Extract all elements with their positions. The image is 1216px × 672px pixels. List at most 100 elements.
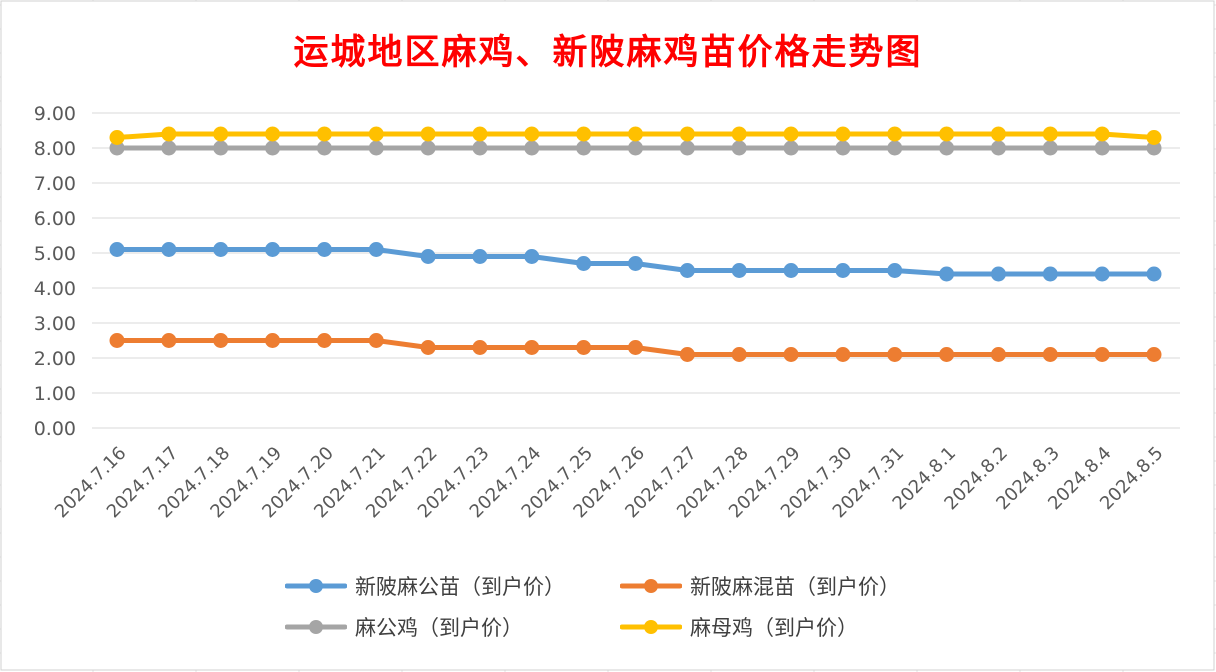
data-point[interactable] xyxy=(265,333,281,348)
data-point[interactable] xyxy=(368,140,384,156)
y-tick-label: 9.00 xyxy=(34,103,76,125)
data-point[interactable] xyxy=(420,340,436,355)
data-point[interactable] xyxy=(576,256,592,271)
data-point[interactable] xyxy=(990,347,1006,362)
data-point[interactable] xyxy=(731,347,747,362)
data-point[interactable] xyxy=(679,126,695,142)
legend-swatch-series-1 xyxy=(285,579,347,593)
data-point[interactable] xyxy=(990,126,1006,142)
data-point[interactable] xyxy=(731,263,747,278)
x-axis-tick-labels: 2024.7.162024.7.172024.7.182024.7.192024… xyxy=(51,443,1168,523)
data-point[interactable] xyxy=(576,126,592,142)
legend-label-series-4: 麻母鸡（到户价） xyxy=(690,616,858,640)
data-point[interactable] xyxy=(524,249,540,264)
data-point[interactable] xyxy=(265,242,281,257)
data-point[interactable] xyxy=(1094,266,1110,282)
data-point[interactable] xyxy=(420,249,436,264)
data-point[interactable] xyxy=(990,266,1006,282)
data-point[interactable] xyxy=(524,140,540,156)
data-point[interactable] xyxy=(109,333,125,348)
data-point[interactable] xyxy=(368,242,384,257)
data-point[interactable] xyxy=(368,126,384,142)
data-point[interactable] xyxy=(628,256,643,271)
data-point[interactable] xyxy=(835,263,851,278)
data-point[interactable] xyxy=(939,347,955,362)
data-point[interactable] xyxy=(213,242,229,257)
data-point[interactable] xyxy=(628,340,643,355)
data-point[interactable] xyxy=(731,140,747,156)
data-point[interactable] xyxy=(679,347,695,362)
data-point[interactable] xyxy=(472,126,488,142)
data-point[interactable] xyxy=(990,140,1006,156)
data-point[interactable] xyxy=(576,340,592,355)
data-point[interactable] xyxy=(1094,140,1110,156)
data-point[interactable] xyxy=(524,340,540,355)
chart-title: 运城地区麻鸡、新陂麻鸡苗价格走势图 xyxy=(293,32,923,73)
y-tick-label: 7.00 xyxy=(34,173,76,195)
data-point[interactable] xyxy=(731,126,747,142)
data-point[interactable] xyxy=(161,140,177,156)
data-point[interactable] xyxy=(887,263,903,278)
data-point[interactable] xyxy=(887,140,903,156)
data-point[interactable] xyxy=(161,242,177,257)
data-point[interactable] xyxy=(783,347,799,362)
series-1 xyxy=(109,242,1162,282)
data-point[interactable] xyxy=(887,126,903,142)
data-point[interactable] xyxy=(783,126,799,142)
data-point[interactable] xyxy=(679,140,695,156)
data-point[interactable] xyxy=(1094,347,1110,362)
data-point[interactable] xyxy=(1042,266,1058,282)
data-point[interactable] xyxy=(316,242,332,257)
data-point[interactable] xyxy=(1042,126,1058,142)
data-point[interactable] xyxy=(1146,347,1162,362)
data-point[interactable] xyxy=(109,140,125,156)
data-point[interactable] xyxy=(939,140,955,156)
data-point[interactable] xyxy=(524,126,540,142)
data-point[interactable] xyxy=(1146,266,1162,282)
data-point[interactable] xyxy=(213,126,229,142)
data-point[interactable] xyxy=(316,140,332,156)
data-point[interactable] xyxy=(628,140,643,156)
data-point[interactable] xyxy=(472,140,488,156)
data-point[interactable] xyxy=(420,140,436,156)
data-point[interactable] xyxy=(161,333,177,348)
data-point[interactable] xyxy=(472,249,488,264)
y-tick-label: 3.00 xyxy=(34,313,76,335)
data-point[interactable] xyxy=(472,340,488,355)
data-point[interactable] xyxy=(576,140,592,156)
data-point[interactable] xyxy=(109,242,125,257)
legend-item-series-3[interactable]: 麻公鸡（到户价） xyxy=(285,612,523,642)
data-point[interactable] xyxy=(939,126,955,142)
data-point[interactable] xyxy=(1094,126,1110,142)
data-point[interactable] xyxy=(835,347,851,362)
data-point[interactable] xyxy=(213,140,229,156)
data-point[interactable] xyxy=(316,333,332,348)
legend-item-series-4[interactable]: 麻母鸡（到户价） xyxy=(620,612,858,642)
data-point[interactable] xyxy=(887,347,903,362)
data-point[interactable] xyxy=(265,126,281,142)
legend-item-series-2[interactable]: 新陂麻混苗（到户价） xyxy=(620,571,900,601)
data-point[interactable] xyxy=(368,333,384,348)
data-point[interactable] xyxy=(316,126,332,142)
data-point[interactable] xyxy=(1042,347,1058,362)
data-point[interactable] xyxy=(939,266,955,282)
data-point[interactable] xyxy=(161,126,177,142)
legend-item-series-1[interactable]: 新陂麻公苗（到户价） xyxy=(285,571,565,601)
data-point[interactable] xyxy=(1146,130,1162,145)
data-point[interactable] xyxy=(679,263,695,278)
data-point[interactable] xyxy=(628,126,643,142)
data-point[interactable] xyxy=(835,126,851,142)
data-point[interactable] xyxy=(213,333,229,348)
data-point[interactable] xyxy=(783,263,799,278)
data-point[interactable] xyxy=(1146,140,1162,156)
data-point[interactable] xyxy=(109,130,125,145)
y-tick-label: 6.00 xyxy=(34,208,76,230)
series-2 xyxy=(109,333,1162,362)
data-point[interactable] xyxy=(265,140,281,156)
data-point[interactable] xyxy=(1042,140,1058,156)
data-point[interactable] xyxy=(783,140,799,156)
data-point[interactable] xyxy=(420,126,436,142)
data-point[interactable] xyxy=(835,140,851,156)
